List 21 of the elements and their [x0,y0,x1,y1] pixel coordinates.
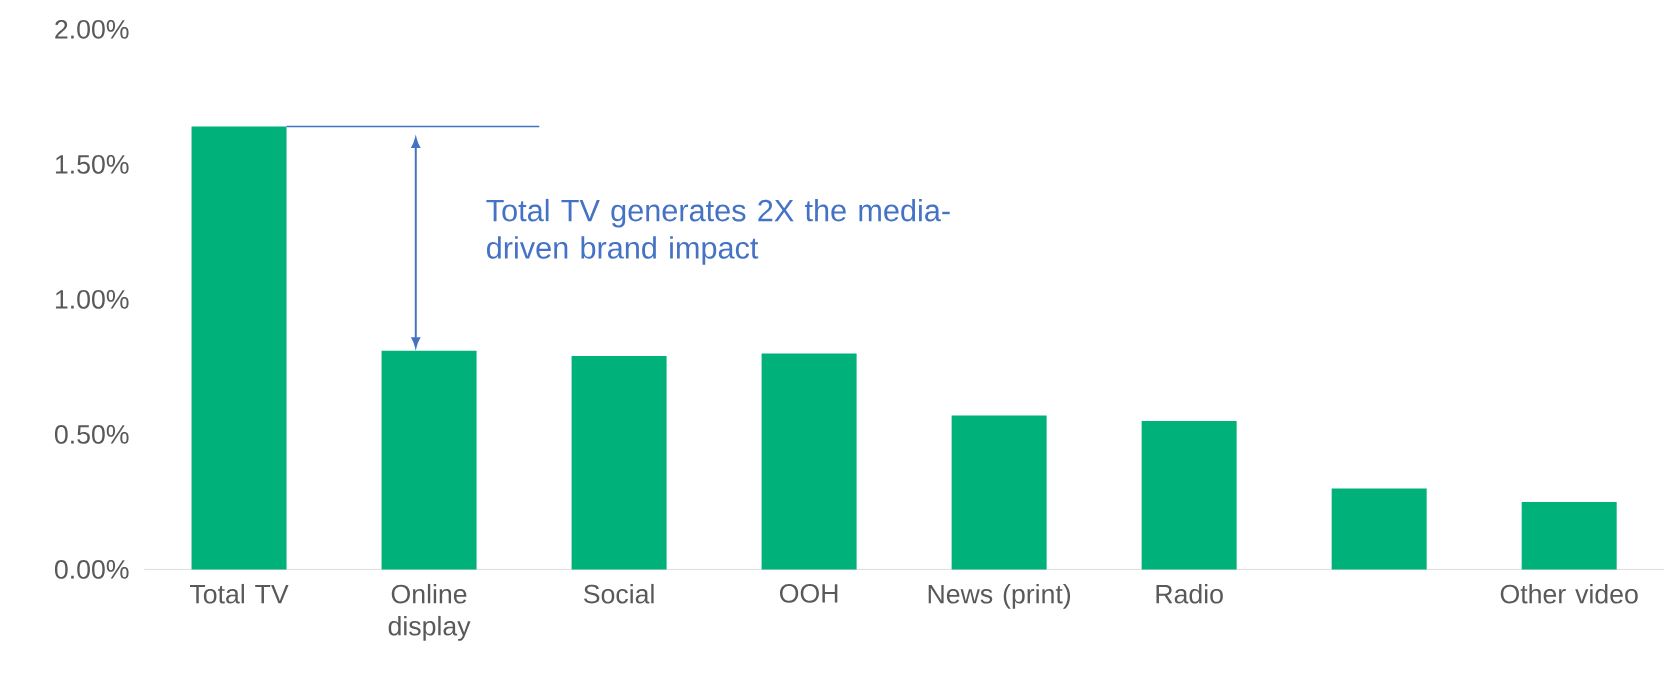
annotation: Total TV generates 2X the media-driven brand impact [486,198,950,265]
x-tick-label: Online display [388,583,471,641]
y-tick-label: 0.00% [54,559,129,579]
y-tick-label: 1.50% [55,154,129,174]
bar [191,126,287,570]
bar [951,415,1047,570]
x-tick-label: Total TV [189,583,289,604]
bar [761,353,857,570]
x-tick-label: OOH [779,583,838,603]
y-tick-label: 1.00% [55,289,129,309]
bar [1141,420,1237,570]
y-tick-label: 2.00% [55,19,129,39]
x-tick-label: Radio [1156,583,1223,604]
x-tick-label: Social [583,583,654,604]
y-tick-label: 0.50% [54,424,129,444]
bar [571,356,667,570]
x-tick-label: Other video [1500,583,1638,604]
bar [381,350,477,570]
x-tick-label: News (print) [928,583,1071,609]
bar [1331,488,1427,570]
bar [1521,501,1617,570]
